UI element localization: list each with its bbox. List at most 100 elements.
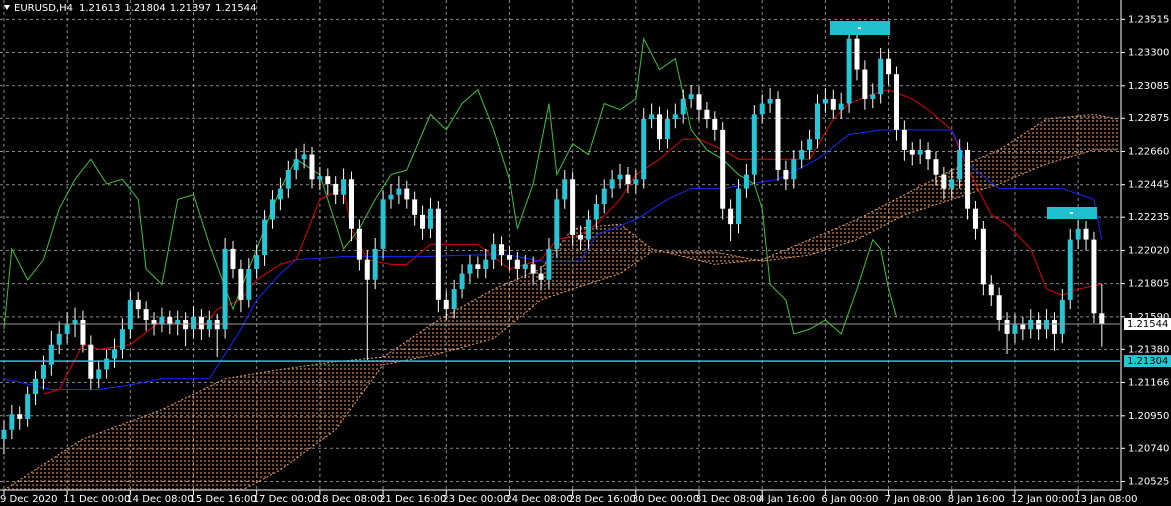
- x-tick-label: 18 Dec 08:00: [316, 494, 383, 505]
- candle-body: [143, 309, 149, 320]
- candle-body: [191, 316, 197, 330]
- candle-body: [96, 369, 102, 379]
- candle-body: [538, 273, 544, 280]
- candle-body: [680, 98, 686, 115]
- y-tick-label: 1.21166: [1128, 377, 1169, 388]
- dropdown-icon[interactable]: [4, 5, 10, 10]
- candle-body: [617, 174, 623, 180]
- candle-body: [743, 174, 749, 189]
- candle-body: [483, 259, 489, 269]
- y-tick-label: 1.21590: [1128, 312, 1169, 323]
- axis-layer: 1.23515 1.23300 1.23085 1.22875 1.22660 1.224…: [0, 14, 1171, 505]
- candle-body: [1004, 319, 1010, 334]
- candle-body: [704, 109, 710, 120]
- candle-body: [427, 208, 433, 229]
- candle-body: [33, 378, 39, 395]
- candle-body: [530, 264, 536, 274]
- candle-body: [593, 204, 599, 220]
- candle-body: [396, 188, 402, 195]
- candle-body: [1044, 319, 1050, 330]
- candle-body: [862, 69, 868, 99]
- candle-body: [570, 179, 576, 235]
- candle-body: [285, 170, 291, 189]
- candle-body: [578, 234, 584, 240]
- candle-body: [238, 268, 244, 300]
- candle-body: [277, 188, 283, 200]
- candle-body: [1075, 228, 1081, 240]
- y-tick-label: 1.22235: [1128, 212, 1169, 223]
- candle-body: [696, 94, 702, 110]
- candle-body: [728, 208, 734, 225]
- candle-body: [151, 319, 157, 325]
- candle-body: [870, 94, 876, 99]
- candle-body: [206, 319, 212, 330]
- marker-dot: [858, 27, 861, 29]
- candle-body: [854, 38, 860, 70]
- candle-body: [601, 188, 607, 205]
- candle-body: [972, 208, 978, 229]
- cloud-fill: [3, 114, 1118, 490]
- candle-body: [736, 188, 742, 225]
- candle-body: [475, 264, 481, 269]
- candle-body: [301, 154, 307, 160]
- candle-body: [965, 149, 971, 209]
- candle-body: [269, 199, 275, 220]
- candle-body: [609, 179, 615, 189]
- open: 1.21613: [79, 3, 120, 14]
- x-tick-label: 17 Dec 00:00: [253, 494, 320, 505]
- candle-body: [64, 324, 70, 334]
- candle-body: [112, 349, 118, 359]
- candle-body: [554, 199, 560, 249]
- candle-body: [198, 316, 204, 330]
- x-tick-label: 12 Jan 00:00: [1011, 494, 1074, 505]
- candle-body: [412, 199, 418, 215]
- candle-body: [309, 154, 315, 180]
- candle-body: [443, 299, 449, 310]
- candle-body: [886, 58, 892, 75]
- y-tick-label: 1.21380: [1128, 344, 1169, 355]
- candle-body: [80, 319, 86, 345]
- candle-body: [1067, 239, 1073, 300]
- x-tick-label: 6 Jan 00:00: [821, 494, 878, 505]
- close: 1.21544: [215, 3, 256, 14]
- candle-body: [159, 316, 165, 325]
- candle-body: [980, 228, 986, 285]
- y-tick-label: 1.23085: [1128, 81, 1169, 92]
- candle-body: [799, 149, 805, 160]
- candle-body: [720, 129, 726, 209]
- candle-body: [822, 98, 828, 104]
- candle-body: [506, 255, 512, 260]
- candle-body: [909, 149, 915, 155]
- candle-body: [751, 114, 757, 175]
- candle-body: [664, 119, 670, 140]
- candle-body: [917, 149, 923, 155]
- candle-body: [633, 179, 639, 184]
- candle-body: [767, 98, 773, 104]
- candle-body: [372, 248, 378, 280]
- candle-body: [988, 284, 994, 296]
- candle-body: [775, 98, 781, 171]
- candle-body: [996, 295, 1002, 320]
- low: 1.21397: [170, 3, 211, 14]
- candle-body: [1083, 228, 1089, 240]
- candle-body: [380, 199, 386, 249]
- x-tick-label: 4 Jan 16:00: [758, 494, 815, 505]
- price-label: 1.21304: [1127, 356, 1168, 367]
- candle-body: [9, 414, 15, 430]
- candle-body: [846, 38, 852, 104]
- candle-body: [807, 139, 813, 150]
- candle-body: [364, 259, 370, 280]
- x-tick-label: 7 Jan 08:00: [885, 494, 942, 505]
- x-tick-label: 23 Dec 00:00: [442, 494, 509, 505]
- x-tick-label: 31 Dec 08:00: [695, 494, 762, 505]
- candle-body: [893, 74, 899, 130]
- candle-body: [499, 244, 505, 256]
- candle-body: [949, 179, 955, 189]
- candle-body: [467, 264, 473, 274]
- candle-body: [246, 268, 252, 300]
- y-tick-label: 1.20740: [1128, 443, 1169, 454]
- candle-body: [625, 174, 631, 184]
- y-tick-label: 1.20525: [1128, 476, 1169, 487]
- candle-body: [348, 179, 354, 229]
- candle-body: [25, 394, 31, 419]
